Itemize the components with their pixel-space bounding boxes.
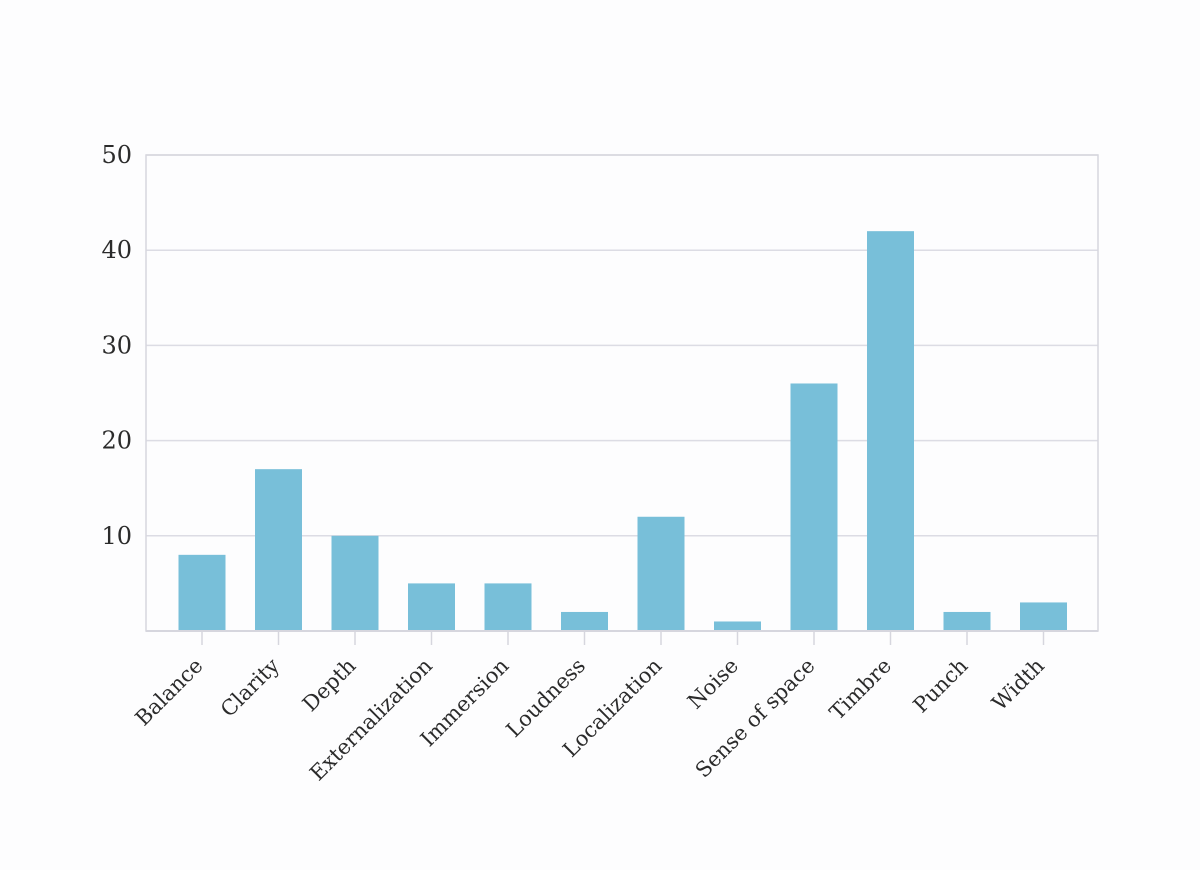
bar [867,231,914,631]
x-tick-label: Clarity [216,653,284,721]
bar [943,611,991,631]
bar [331,535,379,631]
y-tick-label: 20 [101,427,132,455]
y-tick-label: 50 [101,141,132,169]
y-axis-tick-labels: 10 20 30 40 50 [101,141,132,550]
bar [714,621,761,631]
bars [178,231,1067,631]
bar [484,583,532,631]
bar [178,554,226,631]
x-tick-label: Punch [909,654,973,718]
bar [637,516,685,631]
x-tick-label: Noise [683,654,743,714]
y-tick-label: 30 [101,331,132,359]
x-axis-tick-labels: Balance Clarity DepthExternalizationImmers… [131,653,1050,785]
bar [408,583,455,631]
y-tick-label: 10 [101,522,132,550]
bar [1020,602,1067,631]
x-tick-label: Depth [298,654,361,717]
x-tick-label: Width [987,654,1049,716]
bar [255,469,302,631]
bar [790,383,838,631]
y-tick-label: 40 [101,236,132,264]
bar [561,611,608,631]
x-tick-label: Balance [131,654,208,731]
axes [145,154,1099,645]
x-tick-label: Timbre [825,654,896,725]
